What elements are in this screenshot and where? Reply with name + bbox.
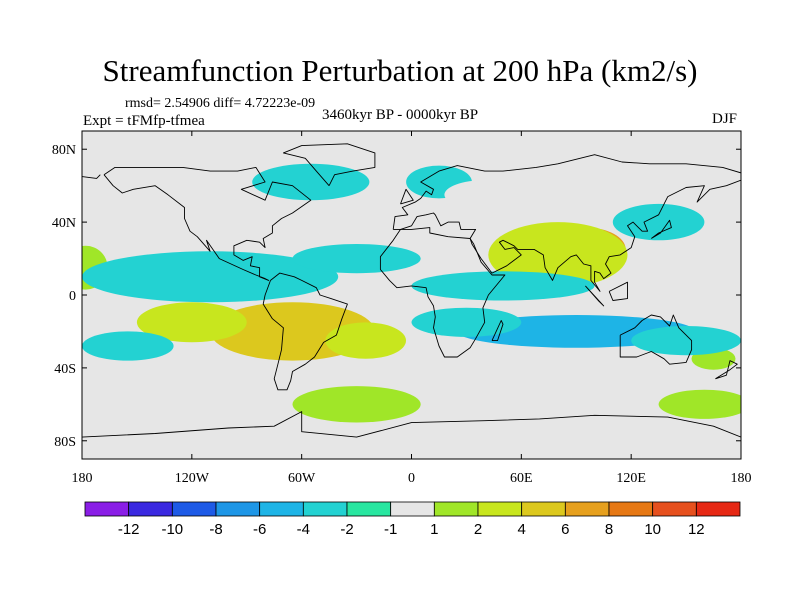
colorbar-label-2: -8 xyxy=(209,521,222,538)
anomaly-22 xyxy=(127,180,238,210)
x-tick-label-2: 60W xyxy=(288,471,316,486)
y-tick-label-0: 80N xyxy=(52,143,76,158)
anomaly-19 xyxy=(252,163,370,201)
colorbar-label-10: 6 xyxy=(561,521,569,538)
period-label: 3460kyr BP - 0000kyr BP xyxy=(322,107,479,123)
experiment-label: Expt = tFMfp-tfmea xyxy=(83,113,205,129)
anomaly-2 xyxy=(136,302,247,343)
x-tick-label-6: 180 xyxy=(731,471,752,486)
anomaly-13 xyxy=(292,244,421,274)
colorbar-swatch-3 xyxy=(215,501,261,517)
x-tick-label-1: 120W xyxy=(175,471,210,486)
colorbar-label-8: 2 xyxy=(474,521,482,538)
chart-title: Streamfunction Perturbation at 200 hPa (… xyxy=(102,53,698,88)
coastline-7 xyxy=(491,320,504,342)
season-label: DJF xyxy=(712,111,738,127)
colorbar-swatch-0 xyxy=(84,501,130,517)
anomaly-24 xyxy=(444,180,525,210)
anomaly-15 xyxy=(82,331,174,361)
colorbar-label-3: -6 xyxy=(253,521,266,538)
colorbar-swatch-5 xyxy=(302,501,348,517)
colorbar-label-9: 4 xyxy=(518,521,526,538)
anomaly-3 xyxy=(325,322,407,359)
colorbar-label-13: 12 xyxy=(688,521,705,538)
colorbar-label-11: 8 xyxy=(605,521,613,538)
anomaly-21 xyxy=(612,203,705,241)
colorbar-label-0: -12 xyxy=(118,521,140,538)
coastline-6 xyxy=(379,227,506,358)
colorbar-swatch-6 xyxy=(346,501,392,517)
y-tick-label-1: 40N xyxy=(52,216,76,231)
coastline-3 xyxy=(392,154,741,230)
coastlines xyxy=(82,143,741,438)
coastline-11 xyxy=(585,285,605,307)
axis-ticks: 180 120W 60W 0 60E 120E 180 80N 40N 0 40S 80S xyxy=(52,131,752,486)
coastline-13 xyxy=(651,219,672,239)
anomaly-23 xyxy=(640,152,732,182)
colorbar-label-6: -1 xyxy=(384,521,397,538)
colorbar-label-5: -2 xyxy=(340,521,353,538)
colorbar-swatch-10 xyxy=(521,501,566,517)
x-tick-label-5: 120E xyxy=(616,471,646,486)
colorbar-swatch-9 xyxy=(477,501,523,517)
colorbar-label-4: -4 xyxy=(297,521,310,538)
anomaly-17 xyxy=(631,326,741,356)
y-tick-label-4: 80S xyxy=(54,435,76,450)
coastline-2 xyxy=(282,143,376,186)
colorbar-swatch-8 xyxy=(433,501,479,517)
colorbar-swatch-12 xyxy=(608,501,654,517)
anomaly-8 xyxy=(658,389,741,419)
colorbar-label-7: 1 xyxy=(430,521,438,538)
coastline-4 xyxy=(82,174,101,179)
colorbar-swatch-1 xyxy=(128,501,173,517)
x-tick-label-4: 60E xyxy=(510,471,533,486)
x-tick-label-3: 0 xyxy=(408,471,415,486)
coastline-5 xyxy=(393,179,741,292)
colorbar-label-12: 10 xyxy=(644,521,661,538)
y-tick-label-3: 40S xyxy=(54,362,76,377)
coastline-12 xyxy=(608,281,628,301)
x-tick-label-0: 180 xyxy=(72,471,93,486)
coastline-10 xyxy=(400,188,414,205)
colorbar: -12 -10 -8 -6 -4 -2 -1 1 2 4 6 8 10 12 xyxy=(84,501,741,538)
anomaly-7 xyxy=(292,386,421,423)
coastline-9 xyxy=(715,360,738,380)
colorbar-swatch-2 xyxy=(171,501,217,517)
colorbar-label-1: -10 xyxy=(161,521,183,538)
anomaly-18 xyxy=(411,307,522,337)
colorbar-swatch-11 xyxy=(564,501,610,517)
anomaly-12 xyxy=(82,251,339,303)
coastline-1 xyxy=(262,272,348,391)
stats-text: rmsd= 2.54906 diff= 4.72223e-09 xyxy=(125,96,316,111)
coastline-14 xyxy=(82,411,741,438)
colorbar-swatch-14 xyxy=(695,501,741,517)
y-tick-label-2: 0 xyxy=(69,289,76,304)
colorbar-swatch-7 xyxy=(390,501,435,517)
colorbar-swatch-13 xyxy=(652,501,697,517)
heatmap-field xyxy=(82,152,741,423)
coastline-0 xyxy=(103,166,312,281)
coastline-8 xyxy=(619,314,693,365)
anomaly-14 xyxy=(411,271,595,301)
colorbar-swatch-4 xyxy=(259,501,304,517)
anomaly-5 xyxy=(488,222,628,288)
